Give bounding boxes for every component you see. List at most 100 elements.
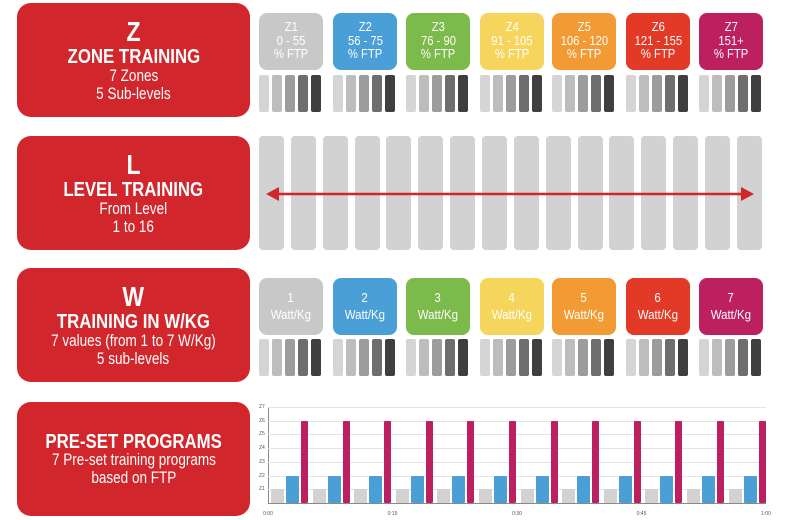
watt-sublevel-bar [298, 339, 308, 376]
watt-tile-7[interactable]: 7 Watt/Kg [699, 278, 763, 335]
arrow-left-icon [266, 187, 279, 201]
chart-bar-z6 [550, 420, 558, 503]
chart-gridline [268, 475, 766, 477]
zone-tile-z3[interactable]: Z3 76 - 90% FTP [406, 13, 470, 70]
zone-sublevel-bar [751, 75, 761, 112]
watt-sublevel-bar [506, 339, 516, 376]
chart-x-tick-label: 0:30 [512, 511, 522, 517]
watt-tile-2[interactable]: 2 Watt/Kg [333, 278, 397, 335]
watt-sublevel-bar [432, 339, 442, 376]
chart-x-tick-label: 0:45 [636, 511, 647, 517]
zone-sublevel-bar [565, 75, 575, 112]
preset-programs-line2: based on FTP [90, 468, 176, 487]
zone-training-panel[interactable]: Z ZONE TRAINING 7 Zones 5 Sub-levels [17, 3, 250, 117]
chart-bar-z6 [592, 420, 600, 503]
preset-programs-panel[interactable]: PRE-SET PROGRAMS 7 Pre-set training prog… [17, 402, 250, 516]
zone-name: Z5 [577, 20, 591, 35]
zone-tile-z2[interactable]: Z2 56 - 75% FTP [333, 13, 397, 70]
chart-bar-z6 [384, 420, 392, 503]
watt-value: 5 [580, 290, 588, 306]
chart-gridline [268, 448, 766, 450]
zone-sublevel-bar [458, 75, 468, 112]
watt-sublevel-bar [578, 339, 588, 376]
zone-name: Z7 [724, 20, 738, 35]
watt-value: 7 [727, 290, 735, 306]
watt-unit: Watt/Kg [710, 306, 752, 322]
zone-name: Z4 [505, 20, 519, 35]
watt-sublevel-bar [419, 339, 429, 376]
chart-bar-z1 [354, 489, 368, 503]
chart-x-tick-label: 0:00 [263, 511, 273, 517]
chart-bar-z2 [286, 475, 299, 503]
watt-unit: Watt/Kg [344, 306, 386, 322]
chart-bar-z2 [535, 475, 549, 503]
zone-tile-z7[interactable]: Z7 151+% FTP [699, 13, 763, 70]
zone-sublevel-bar [665, 75, 675, 112]
chart-bar-z1 [728, 489, 742, 503]
zone-sublevel-bar [604, 75, 614, 112]
zone-sublevel-bar [445, 75, 455, 112]
zone-tile-z5[interactable]: Z5 106 - 120% FTP [552, 13, 616, 70]
chart-bar-z1 [645, 489, 659, 503]
watt-sublevel-bar [532, 339, 542, 376]
zone-training-title: ZONE TRAINING [67, 45, 200, 69]
level-training-panel[interactable]: L LEVEL TRAINING From Level 1 to 16 [17, 136, 250, 250]
zone-tile-z4[interactable]: Z4 91 - 105% FTP [480, 13, 544, 70]
watt-value: 3 [434, 290, 442, 306]
chart-bar-z6 [467, 420, 475, 503]
zone-range: 151+ [718, 33, 744, 48]
watt-tile-3[interactable]: 3 Watt/Kg [406, 278, 470, 335]
watt-sublevel-bar [604, 339, 614, 376]
watt-sublevel-bar [385, 339, 395, 376]
watt-tile-5[interactable]: 5 Watt/Kg [552, 278, 616, 335]
zone-sublevel-bar [372, 75, 382, 112]
watt-sublevel-bar [725, 339, 735, 376]
watt-training-panel[interactable]: W TRAINING IN W/KG 7 values (from 1 to 7… [17, 268, 250, 382]
zone-name: Z3 [431, 20, 445, 35]
watt-sublevel-bar [445, 339, 455, 376]
zone-training-line1: 7 Zones [109, 67, 158, 86]
chart-x-tick-label: 1:00 [761, 511, 771, 517]
chart-x-tick-label: 0:15 [387, 511, 398, 517]
watt-unit: Watt/Kg [417, 306, 459, 322]
zone-sublevel-bar [493, 75, 503, 112]
watt-tile-1[interactable]: 1 Watt/Kg [259, 278, 323, 335]
watt-sublevel-bar [359, 339, 369, 376]
watt-sublevel-bar [652, 339, 662, 376]
chart-bar-z1 [437, 489, 451, 503]
watt-training-line2: 5 sub-levels [97, 349, 170, 368]
watt-tile-4[interactable]: 4 Watt/Kg [480, 278, 544, 335]
watt-training-title: TRAINING IN W/KG [56, 310, 211, 334]
chart-y-tick-label: Z1 [259, 486, 265, 493]
chart-bar-z2 [702, 475, 715, 503]
zone-sublevel-bar [519, 75, 529, 112]
zone-sublevel-bar [506, 75, 516, 112]
zone-range: 76 - 90 [420, 33, 456, 48]
chart-bar-z2 [494, 475, 507, 503]
zone-sublevel-bar [626, 75, 636, 112]
chart-bar-z6 [675, 420, 683, 503]
chart-bar-z1 [687, 489, 700, 503]
zone-sublevel-bar [578, 75, 588, 112]
watt-value: 4 [508, 290, 516, 306]
zone-tile-z1[interactable]: Z1 0 - 55% FTP [259, 13, 323, 70]
zone-sublevel-bar [298, 75, 308, 112]
watt-value: 6 [654, 290, 662, 306]
chart-y-axis [268, 407, 269, 503]
zone-unit: % FTP [713, 47, 749, 62]
chart-gridline [268, 489, 766, 491]
watt-training-line1: 7 values (from 1 to 7 W/Kg) [51, 332, 216, 351]
chart-bar-z6 [717, 420, 724, 503]
chart-gridline [268, 407, 766, 408]
watt-tile-6[interactable]: 6 Watt/Kg [626, 278, 690, 335]
zone-training-letter: Z [126, 15, 141, 47]
zone-tile-z6[interactable]: Z6 121 - 155% FTP [626, 13, 690, 70]
watt-sublevel-bar [699, 339, 709, 376]
zone-training-line2: 5 Sub-levels [96, 84, 171, 103]
chart-x-axis [268, 503, 766, 504]
zone-sublevel-bar [311, 75, 321, 112]
chart-gridline [268, 420, 766, 422]
chart-bar-z6 [342, 420, 350, 503]
zone-name: Z1 [284, 20, 298, 35]
chart-gridline [268, 434, 766, 436]
